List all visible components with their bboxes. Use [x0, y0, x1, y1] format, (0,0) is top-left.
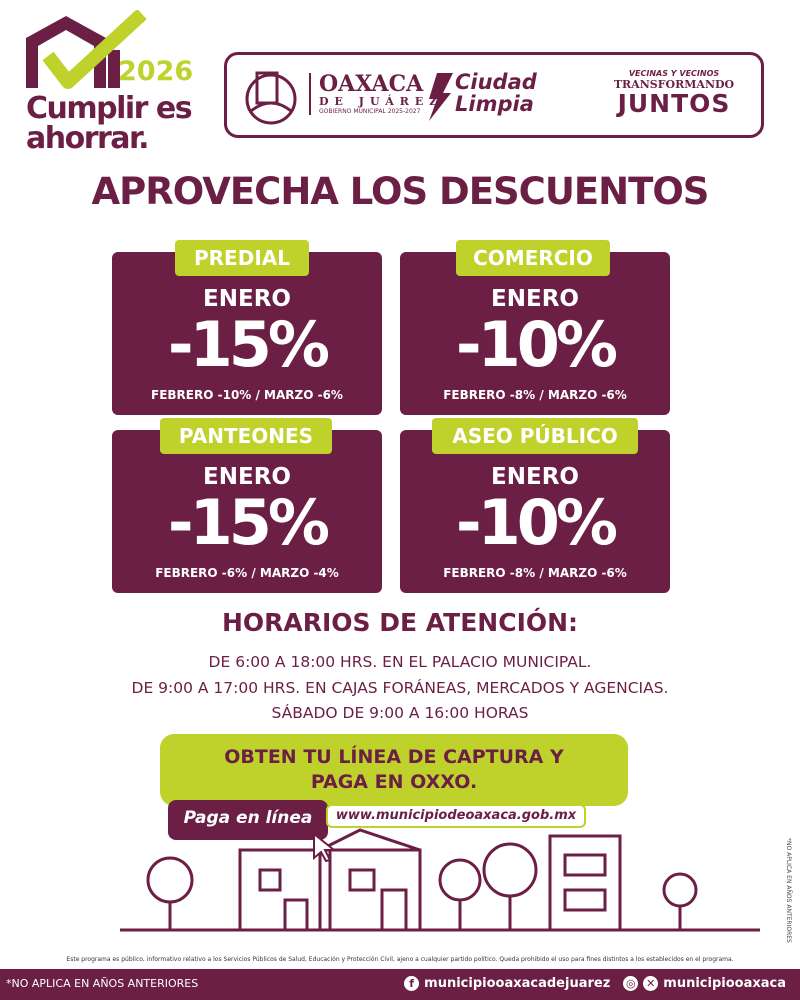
hours-line: SÁBADO DE 9:00 A 16:00 HORAS	[271, 704, 529, 722]
hours-title: HORARIOS DE ATENCIÓN:	[221, 608, 579, 637]
disclaimer: Este programa es público, informativo re…	[66, 956, 734, 963]
website-link[interactable]: www.municipiodeoaxaca.gob.mx	[326, 804, 586, 828]
card-label: ASEO PÚBLICO	[432, 418, 638, 454]
cta-line: OBTEN TU LÍNEA DE CAPTURA Y	[224, 746, 564, 768]
pay-online-button[interactable]: Paga en línea	[168, 800, 328, 840]
juntos-logo: VECINAS Y VECINOS TRANSFORMANDO JUNTOS	[599, 69, 749, 117]
card-label: PANTEONES	[160, 418, 332, 454]
house-check-logo-icon	[26, 10, 147, 89]
card-rest: FEBRERO -8% / MARZO -6%	[443, 566, 627, 580]
social-handle[interactable]: municipiooaxaca	[663, 976, 786, 991]
oaxaca-name: OAXACA	[319, 71, 424, 97]
city-illustration	[120, 828, 760, 932]
card-month: ENERO	[491, 464, 579, 490]
discount-card-aseo: ASEO PÚBLICO ENERO -10% FEBRERO -8% / MA…	[400, 418, 670, 593]
instagram-icon[interactable]: ◎	[623, 976, 639, 991]
discount-card-panteones: PANTEONES ENERO -15% FEBRERO -6% / MARZO…	[112, 418, 382, 593]
hours-line: DE 9:00 A 17:00 HRS. EN CAJAS FORÁNEAS, …	[131, 679, 669, 697]
card-month: ENERO	[203, 286, 291, 312]
partner-logos: OAXACA DE JUÁREZ GOBIERNO MUNICIPAL 2025…	[224, 52, 764, 138]
brand-year: 2026	[118, 56, 194, 87]
x-icon[interactable]: ✕	[643, 976, 659, 991]
cl-line: Ciudad	[455, 70, 537, 94]
juntos-line: TRANSFORMANDO	[613, 78, 735, 91]
card-month: ENERO	[491, 286, 579, 312]
card-discount: -10%	[455, 308, 618, 381]
headline: APROVECHA LOS DESCUENTOS	[91, 170, 710, 213]
ciudad-limpia-logo: Ciudad Limpia	[455, 71, 537, 115]
slogan-line: Cumplir es	[26, 91, 193, 126]
card-rest: FEBRERO -10% / MARZO -6%	[151, 388, 343, 402]
footer: *NO APLICA EN AÑOS ANTERIORES f municipi…	[0, 969, 800, 1000]
discount-card-predial: PREDIAL ENERO -15% FEBRERO -10% / MARZO …	[112, 240, 382, 415]
lightning-icon	[429, 73, 453, 121]
cl-line: Limpia	[455, 92, 534, 116]
oaxaca-sub: DE JUÁREZ	[319, 95, 444, 108]
side-note: *NO APLICA EN AÑOS ANTERIORES	[785, 838, 792, 943]
oaxaca-logo: OAXACA DE JUÁREZ GOBIERNO MUNICIPAL 2025…	[309, 73, 443, 115]
hours-line: DE 6:00 A 18:00 HRS. EN EL PALACIO MUNIC…	[208, 653, 592, 671]
juntos-line: JUNTOS	[617, 89, 731, 118]
discount-card-comercio: COMERCIO ENERO -10% FEBRERO -8% / MARZO …	[400, 240, 670, 415]
facebook-icon[interactable]: f	[404, 976, 420, 991]
card-discount: -15%	[167, 486, 330, 559]
oaxaca-gov: GOBIERNO MUNICIPAL 2025-2027	[319, 108, 421, 115]
card-discount: -10%	[455, 486, 618, 559]
cursor-icon	[313, 832, 337, 862]
card-discount: -15%	[167, 308, 330, 381]
slogan-line: ahorrar.	[26, 121, 149, 156]
oxxo-cta-banner: OBTEN TU LÍNEA DE CAPTURA Y PAGA EN OXXO…	[160, 734, 628, 806]
cta-line: PAGA EN OXXO.	[310, 771, 478, 793]
juntos-line: VECINAS Y VECINOS	[628, 69, 720, 78]
card-rest: FEBRERO -8% / MARZO -6%	[443, 388, 627, 402]
brand-slogan: Cumplir es ahorrar.	[26, 91, 193, 156]
facebook-handle[interactable]: municipiooaxacadejuarez	[424, 976, 611, 991]
footer-note: *NO APLICA EN AÑOS ANTERIORES	[6, 977, 199, 990]
card-label: COMERCIO	[456, 240, 610, 276]
oaxaca-crest-icon	[245, 71, 297, 125]
card-month: ENERO	[203, 464, 291, 490]
card-label: PREDIAL	[175, 240, 309, 276]
card-rest: FEBRERO -6% / MARZO -4%	[155, 566, 339, 580]
